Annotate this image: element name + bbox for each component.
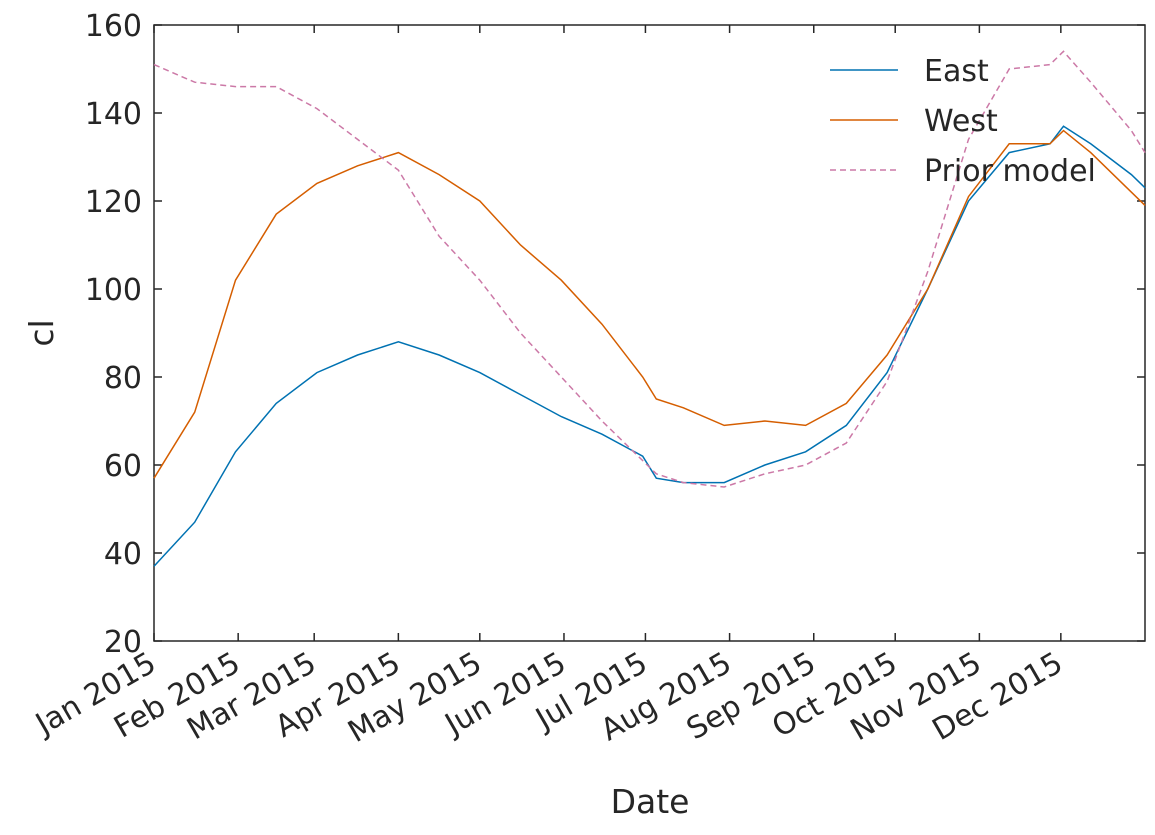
- y-tick-label: 100: [85, 273, 142, 308]
- y-tick-label: 120: [85, 185, 142, 220]
- y-axis-label: cl: [22, 319, 61, 346]
- y-tick-label: 60: [104, 449, 142, 484]
- x-axis-label: Date: [611, 782, 690, 821]
- y-tick-label: 20: [104, 625, 142, 660]
- y-tick-label: 160: [85, 9, 142, 44]
- y-tick-label: 80: [104, 361, 142, 396]
- legend-label: West: [924, 104, 998, 139]
- series-line: [153, 129, 1146, 479]
- series-line: [153, 125, 1146, 567]
- plot-frame: [153, 24, 1146, 642]
- y-tick-label: 140: [85, 97, 142, 132]
- legend-label: East: [924, 54, 989, 89]
- series-line: [153, 50, 1146, 488]
- legend-label: Prior model: [924, 154, 1096, 189]
- y-tick-label: 40: [104, 537, 142, 572]
